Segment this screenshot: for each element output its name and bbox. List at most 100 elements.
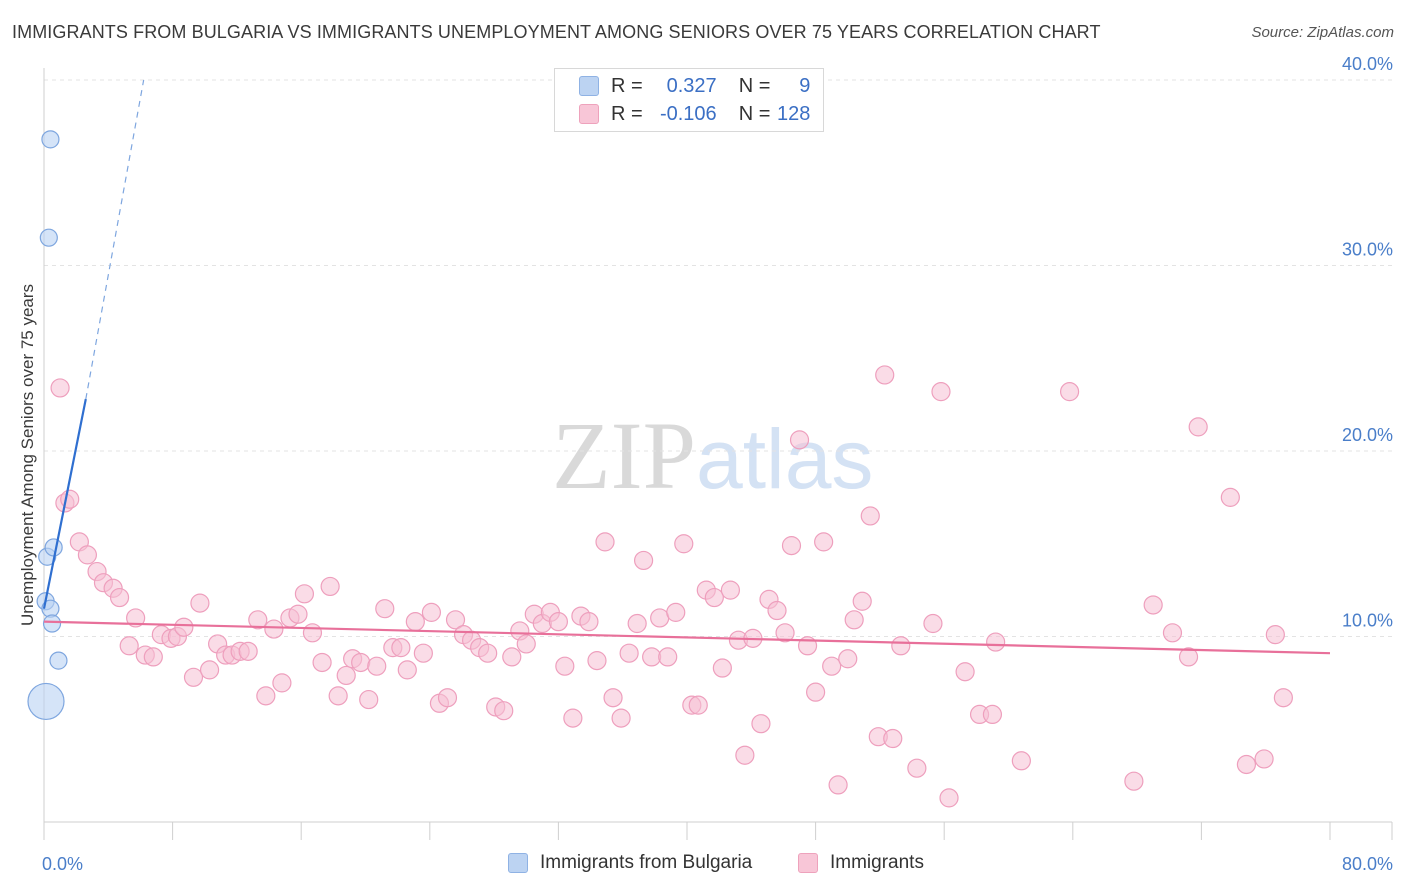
immigrants-point: [548, 612, 569, 632]
legend-r-label: R =: [611, 102, 643, 125]
y-tick-label: 10.0%: [1342, 611, 1393, 631]
bottom-legend: Immigrants from Bulgaria Immigrants: [0, 852, 1406, 878]
immigrants-point: [955, 662, 975, 682]
immigrants-point: [1124, 771, 1144, 791]
bulgaria-point: [49, 651, 68, 670]
immigrants-point: [391, 638, 411, 658]
y-tick-label: 20.0%: [1342, 425, 1393, 445]
immigrants-point: [119, 636, 139, 656]
immigrants-point: [1059, 382, 1080, 402]
immigrants-point: [50, 378, 70, 398]
immigrants-point: [982, 704, 1003, 725]
immigrants-point: [143, 647, 163, 667]
immigrants-point: [502, 647, 522, 667]
immigrants-point: [555, 656, 575, 676]
immigrants-point: [272, 673, 292, 693]
legend-swatch-pink: [579, 104, 599, 124]
immigrants-point: [77, 545, 98, 565]
immigrants-point: [60, 489, 80, 509]
immigrants-point: [1188, 417, 1208, 437]
legend-r-value: 0.327: [666, 74, 717, 97]
immigrants-point: [828, 775, 848, 795]
immigrants-point: [336, 665, 356, 686]
immigrants-point: [781, 536, 802, 556]
legend-r-label: R =: [611, 74, 643, 97]
immigrants-point: [1178, 647, 1199, 667]
immigrants-point: [174, 617, 194, 637]
x-tick-label-min: 0.0%: [42, 854, 83, 874]
immigrants-point: [1254, 749, 1274, 769]
legend-row-immigrants: R = -0.106 N = 128: [555, 101, 810, 127]
y-tick-label: 40.0%: [1342, 54, 1393, 74]
bulgaria-point: [44, 538, 63, 557]
immigrants-point: [405, 612, 425, 632]
immigrants-point: [751, 714, 771, 734]
immigrants-point: [595, 532, 615, 552]
immigrants-point: [421, 602, 442, 622]
immigrants-point: [1143, 595, 1163, 615]
immigrants-point: [264, 619, 284, 639]
chart-title: IMMIGRANTS FROM BULGARIA VS IMMIGRANTS U…: [12, 22, 1101, 42]
bottom-legend-swatch-pink: [798, 853, 818, 873]
immigrants-point: [650, 608, 670, 628]
immigrants-point: [883, 728, 903, 749]
y-axis-label: Unemployment Among Seniors over 75 years: [18, 284, 37, 626]
immigrants-point: [256, 686, 276, 706]
immigrants-point: [875, 365, 895, 385]
immigrants-point: [805, 682, 826, 702]
immigrants-point: [302, 623, 323, 643]
immigrants-point: [735, 745, 755, 765]
immigrants-point: [939, 788, 959, 808]
immigrants-point: [923, 613, 943, 634]
immigrants-point: [516, 634, 536, 654]
bulgaria-point: [41, 130, 60, 149]
bulgaria-trend-extension: [85, 79, 145, 400]
immigrants-point: [587, 651, 607, 671]
legend-n-value: 9: [799, 74, 811, 97]
legend-swatch-blue: [579, 76, 599, 96]
immigrants-point: [814, 532, 834, 552]
immigrants-point: [712, 658, 732, 678]
immigrants-point: [1011, 751, 1031, 771]
immigrants-point: [658, 647, 678, 667]
bottom-legend-immigrants: Immigrants: [798, 852, 924, 874]
immigrants-point: [238, 641, 258, 661]
legend-r-value: -0.106: [659, 102, 717, 125]
immigrants-point: [478, 643, 498, 663]
immigrants-point: [351, 652, 371, 673]
immigrants-point: [789, 430, 810, 450]
immigrants-point: [1236, 754, 1257, 775]
immigrants-point: [1265, 625, 1285, 645]
immigrants-point: [190, 593, 210, 613]
legend-n-value: 128: [777, 102, 811, 125]
immigrants-point: [494, 701, 514, 721]
immigrants-point: [563, 708, 583, 728]
immigrants-point: [720, 580, 741, 600]
legend-row-bulgaria: R = 0.327 N = 9: [555, 73, 810, 99]
immigrants-point: [674, 534, 694, 554]
immigrants-point: [397, 660, 417, 680]
immigrants-point: [907, 758, 927, 778]
immigrants-point: [1162, 623, 1183, 643]
immigrants-point: [891, 636, 911, 656]
immigrants-point: [1220, 487, 1240, 507]
immigrants-trend-line: [43, 620, 1331, 655]
source-label: Source: ZipAtlas.com: [1251, 24, 1394, 41]
immigrants-point: [413, 643, 433, 663]
bulgaria-trend-line: [42, 398, 87, 609]
immigrants-point: [359, 689, 379, 710]
immigrants-point: [838, 649, 858, 669]
immigrants-point: [619, 643, 639, 663]
immigrants-point: [312, 652, 332, 673]
immigrants-point: [437, 688, 458, 708]
immigrants-point: [109, 587, 130, 608]
immigrants-point: [328, 686, 348, 706]
immigrants-point: [611, 708, 631, 728]
immigrants-point: [822, 656, 842, 676]
immigrants-point: [126, 608, 146, 628]
immigrants-point: [931, 382, 951, 402]
immigrants-point: [445, 610, 466, 630]
immigrants-point: [199, 660, 220, 680]
immigrants-point: [986, 632, 1006, 652]
